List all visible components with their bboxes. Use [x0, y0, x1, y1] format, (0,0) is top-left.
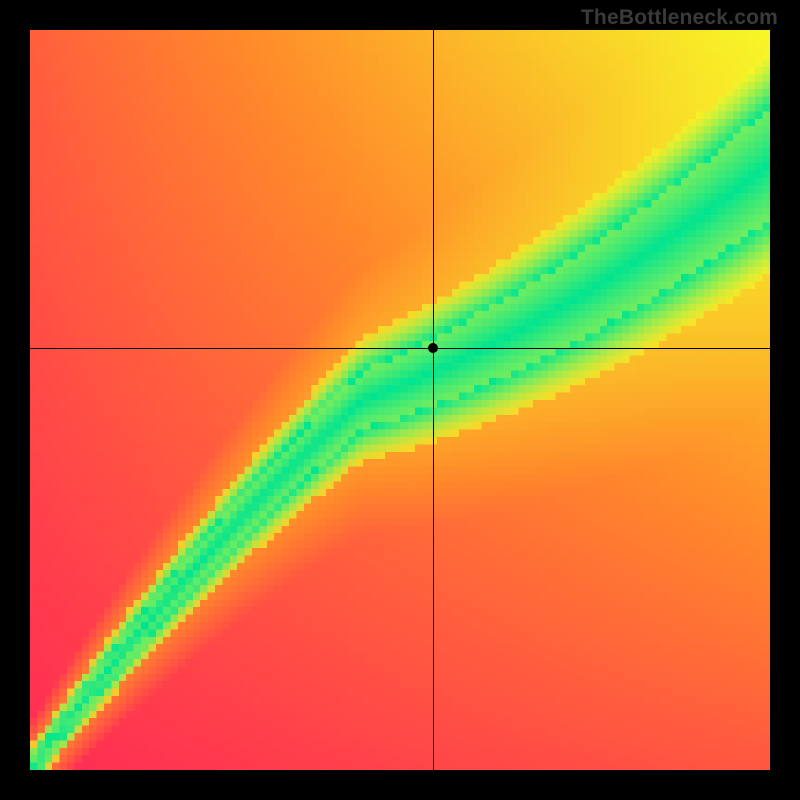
attribution-text: TheBottleneck.com: [581, 6, 778, 30]
chart-frame: TheBottleneck.com: [0, 0, 800, 800]
plot-area: [30, 30, 770, 770]
heatmap-canvas: [30, 30, 770, 770]
